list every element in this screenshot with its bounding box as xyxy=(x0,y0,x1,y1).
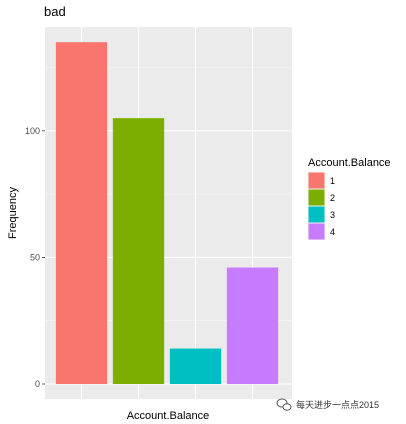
legend-label-4: 4 xyxy=(330,227,335,237)
bar-3 xyxy=(169,348,222,384)
legend-swatch-2 xyxy=(308,189,325,206)
y-axis-title: Frequency xyxy=(7,187,19,239)
legend-label-3: 3 xyxy=(330,210,335,220)
y-tick-label: 50 xyxy=(30,252,40,262)
bar-4 xyxy=(226,267,279,384)
bar-2 xyxy=(112,118,165,385)
y-axis: 0 50 100 xyxy=(25,126,45,389)
chart-title: bad xyxy=(44,4,66,19)
legend-swatch-4 xyxy=(308,223,325,240)
watermark-text: 每天进步一点点2015 xyxy=(296,399,379,410)
legend-title: Account.Balance xyxy=(308,157,391,169)
y-tick-label: 0 xyxy=(35,379,40,389)
legend-label-2: 2 xyxy=(330,193,335,203)
legend-swatch-3 xyxy=(308,206,325,223)
legend-label-1: 1 xyxy=(330,176,335,186)
legend-swatch-1 xyxy=(308,172,325,189)
bar-1 xyxy=(55,42,108,384)
bars xyxy=(55,42,279,385)
x-axis-title: Account.Balance xyxy=(127,410,210,422)
y-tick-label: 100 xyxy=(25,126,40,136)
legend: Account.Balance 1 2 3 4 xyxy=(308,157,391,240)
watermark: 每天进步一点点2015 xyxy=(276,398,379,411)
wechat-icon xyxy=(276,398,292,411)
